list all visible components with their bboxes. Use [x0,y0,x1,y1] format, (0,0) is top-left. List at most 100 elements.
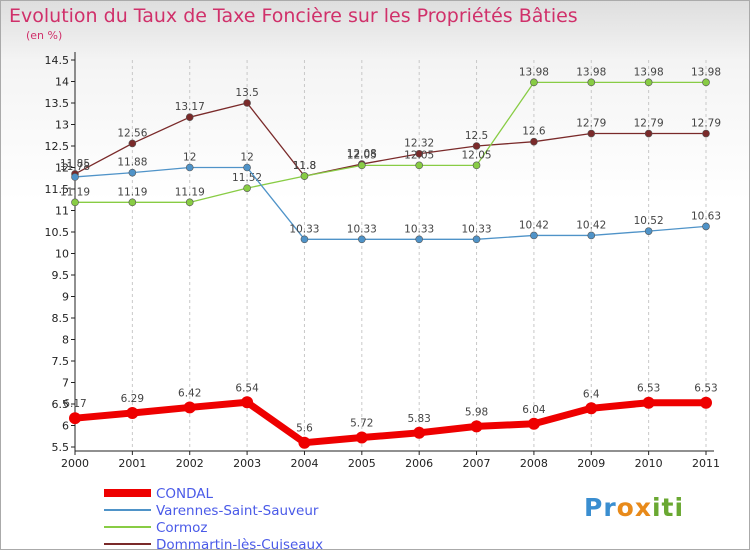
data-point [128,198,137,207]
data-point [358,161,366,170]
legend-label: Cormoz [156,520,208,536]
data-label: 5.98 [465,406,488,418]
x-tick-label: 2007 [463,457,491,470]
data-label: 5.72 [350,418,373,430]
data-point [298,436,311,449]
data-label: 13.5 [235,87,258,99]
series-line-dommartin-l-s-cuiseaux [74,102,706,177]
y-tick-label: 7.5 [52,355,70,368]
data-point [413,426,426,439]
y-tick-label: 9.5 [52,269,70,282]
data-point [300,235,309,244]
data-label: 10.52 [634,215,664,227]
y-tick-label: 12 [55,162,69,175]
data-label: 10.63 [691,210,721,222]
x-tick-label: 2009 [577,457,605,470]
legend-label: Varennes-Saint-Sauveur [156,503,319,519]
data-point [472,142,481,150]
x-tick-label: 2008 [520,457,548,470]
data-label: 12.56 [117,127,147,139]
y-tick-label: 12.5 [45,140,70,153]
data-point [185,198,194,207]
data-label: 13.98 [691,66,721,78]
y-tick-label: 14 [55,76,69,89]
data-point [644,227,653,235]
data-label: 11.88 [117,157,147,169]
series-line-condal [74,398,706,447]
data-label: 11.8 [293,160,316,172]
y-tick-label: 13.5 [45,97,70,110]
proxiti-logo: Proxiti [584,493,685,522]
data-point [300,172,309,180]
y-tick-label: 6 [62,420,69,433]
data-label: 11.78 [60,161,90,173]
data-label: 6.04 [522,404,546,416]
data-label: 6.29 [121,393,144,405]
y-tick-label: 11 [55,205,69,218]
x-tick-label: 2002 [176,457,204,470]
data-label: 12.08 [347,148,377,160]
y-tick-label: 6.5 [52,398,70,411]
data-point [415,149,423,158]
data-point [702,129,710,138]
data-point [472,161,481,170]
data-label: 11.8 [293,160,316,172]
data-label: 6.54 [235,382,259,394]
data-label: 12 [183,152,196,164]
data-point [700,396,712,409]
data-label: 10.33 [404,223,434,235]
data-label: 10.33 [347,223,377,235]
data-point [642,396,655,409]
data-label: 12.79 [691,118,721,130]
data-label: 12.5 [465,130,488,142]
series-line-cormoz [75,81,706,203]
data-label: 12.05 [404,149,434,161]
data-point [71,173,79,181]
data-label: 5.6 [296,423,313,435]
data-label: 5.83 [407,413,430,425]
data-label: 6.53 [637,383,660,395]
data-point [185,113,194,121]
data-label: 13.17 [175,101,205,113]
data-label: 12.6 [522,126,546,138]
data-point [243,99,251,107]
x-tick-label: 2011 [692,457,720,470]
data-point [415,235,423,244]
x-tick-label: 2000 [61,457,89,470]
data-point [530,78,538,87]
data-label: 11.19 [117,186,147,198]
data-point [128,168,137,177]
data-point [530,231,538,240]
data-label: 11.52 [232,172,262,184]
data-label: 6.17 [63,398,86,410]
data-point [702,78,710,87]
y-tick-label: 14.5 [45,54,70,67]
data-point [587,78,596,87]
data-label: 6.53 [694,383,717,395]
data-label: 11.85 [60,158,90,170]
chart-unit: (en %) [26,29,63,42]
data-point [69,412,81,425]
data-point [71,198,79,207]
data-label: 10.33 [462,223,492,235]
data-label: 11.19 [175,186,205,198]
data-point [185,163,194,172]
data-label: 12 [240,152,253,164]
y-tick-label: 5.5 [52,441,70,454]
x-tick-label: 2006 [405,457,433,470]
data-point [241,396,254,409]
y-tick-label: 8 [62,334,69,347]
data-point [644,129,653,138]
data-label: 12.32 [404,138,434,150]
data-point [585,402,598,415]
data-point [587,231,596,240]
y-tick-label: 8.5 [52,312,70,325]
legend-label: CONDAL [156,486,214,502]
y-tick-label: 11.5 [45,183,70,196]
data-point [587,129,596,138]
data-label: 12.79 [634,118,664,130]
data-point [530,137,538,146]
y-tick-label: 13 [55,119,69,132]
